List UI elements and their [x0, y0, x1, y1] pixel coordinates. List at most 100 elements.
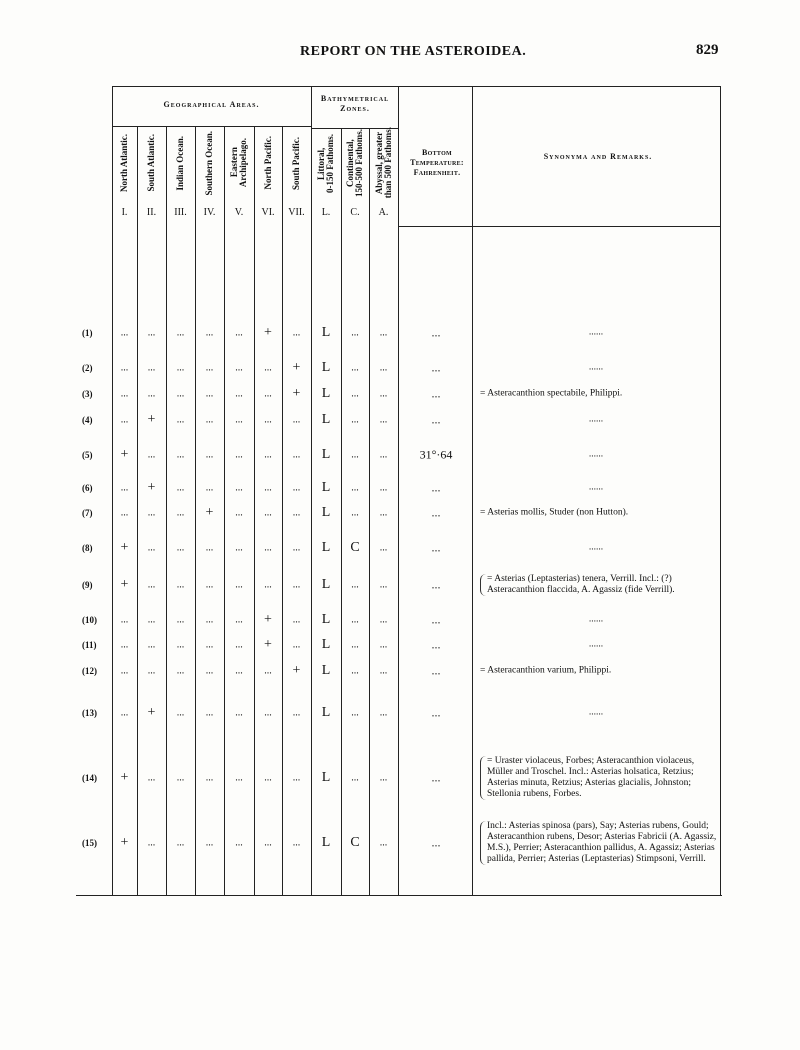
column-header-label: Continental, 150-500 Fathoms. [345, 129, 364, 197]
bottom-temperature: ... [431, 770, 441, 785]
synonym-remark: = Asterias (Leptasterias) tenera, Verril… [480, 574, 719, 596]
table-cell: ... [147, 388, 156, 400]
table-cell: + [205, 505, 214, 520]
table-cell: + [264, 612, 272, 627]
bottom-temperature: ... [431, 637, 441, 652]
table-top-rule [112, 86, 720, 88]
column-number: A. [378, 207, 389, 218]
table-cell: ... [176, 837, 185, 849]
table-cell: ... [205, 327, 214, 339]
table-cell: ... [235, 449, 243, 461]
table-cell: ... [176, 707, 185, 719]
column-header: Southern Ocean. [195, 118, 224, 208]
column-rule [341, 128, 343, 895]
table-cell: ... [120, 665, 129, 677]
row-label: (10) [82, 615, 97, 625]
table-cell: L [321, 386, 331, 401]
table-cell: ... [205, 639, 214, 651]
table-cell: L [321, 412, 331, 427]
table-cell: ... [351, 449, 359, 461]
bottom-temperature: ... [431, 705, 441, 720]
table-cell: ... [379, 362, 388, 374]
table-cell: ... [264, 388, 272, 400]
table-cell: ... [147, 327, 156, 339]
table-cell: ... [147, 449, 156, 461]
column-rule [282, 126, 284, 895]
table-cell: L [321, 325, 331, 340]
synonym-remark: ...... [588, 482, 604, 493]
table-cell: ... [379, 579, 388, 591]
row-label: (5) [82, 450, 93, 460]
table-cell: ... [235, 639, 243, 651]
table-cell: ... [147, 665, 156, 677]
table-cell: L [321, 770, 331, 785]
table-cell: + [120, 577, 129, 592]
table-cell: ... [379, 449, 388, 461]
table-cell: ... [264, 772, 272, 784]
table-cell: ... [292, 542, 301, 554]
synonym-remark: = Asteracanthion spectabile, Philippi. [480, 388, 623, 399]
table-cell: ... [147, 614, 156, 626]
row-label: (3) [82, 389, 93, 399]
table-cell: ... [176, 507, 185, 519]
column-rule [137, 126, 139, 895]
synonym-remark: = Asterias mollis, Studer (non Hutton). [480, 507, 629, 518]
bottom-temperature: ... [431, 835, 441, 850]
table-cell: L [321, 705, 331, 720]
table-cell: ... [351, 482, 359, 494]
column-rule [311, 86, 313, 895]
table-cell: + [292, 386, 301, 401]
table-cell: ... [235, 414, 243, 426]
table-cell: + [147, 412, 156, 427]
bottom-temperature: ... [431, 386, 441, 401]
column-rule [166, 126, 168, 895]
geographical-areas-header: Geographical Areas. [163, 100, 260, 109]
table-cell: ... [120, 327, 129, 339]
row-label: (1) [82, 328, 93, 338]
column-rule [369, 128, 371, 895]
synonym-remark: ...... [588, 639, 604, 650]
table-cell: ... [351, 414, 359, 426]
column-rule [720, 86, 722, 895]
column-rule [254, 126, 256, 895]
table-cell: ... [120, 482, 129, 494]
table-cell: L [321, 360, 331, 375]
table-cell: ... [235, 388, 243, 400]
table-cell: ... [120, 362, 129, 374]
column-header: Eastern Archipelago. [224, 118, 254, 208]
table-cell: ... [351, 327, 359, 339]
table-cell: ... [235, 772, 243, 784]
table-cell: C [350, 540, 360, 555]
table-cell: ... [176, 772, 185, 784]
table-cell: ... [264, 414, 272, 426]
table-cell: ... [176, 665, 185, 677]
synonym-remark: ...... [588, 614, 604, 625]
table-cell: ... [351, 388, 359, 400]
table-cell: ... [379, 414, 388, 426]
table-cell: ... [176, 482, 185, 494]
column-rule [398, 86, 400, 895]
bottom-temperature: ... [431, 577, 441, 592]
table-cell: ... [292, 579, 301, 591]
table-cell: ... [205, 665, 214, 677]
table-cell: ... [351, 362, 359, 374]
table-cell: ... [235, 579, 243, 591]
column-header: Indian Ocean. [166, 118, 195, 208]
table-cell: ... [147, 772, 156, 784]
table-cell: ... [264, 542, 272, 554]
table-cell: ... [292, 639, 301, 651]
table-cell: ... [351, 507, 359, 519]
row-label: (4) [82, 415, 93, 425]
table-cell: ... [379, 614, 388, 626]
table-cell: ... [147, 837, 156, 849]
column-rule [195, 126, 197, 895]
table-cell: ... [379, 542, 388, 554]
column-header-label: Southern Ocean. [204, 130, 214, 196]
table-cell: L [321, 663, 331, 678]
synonym-remark: ...... [588, 362, 604, 373]
table-cell: ... [351, 665, 359, 677]
bottom-temperature-header: Bottom Temperature: Fahrenheit. [410, 148, 464, 177]
table-cell: ... [379, 327, 388, 339]
table-cell: ... [235, 707, 243, 719]
